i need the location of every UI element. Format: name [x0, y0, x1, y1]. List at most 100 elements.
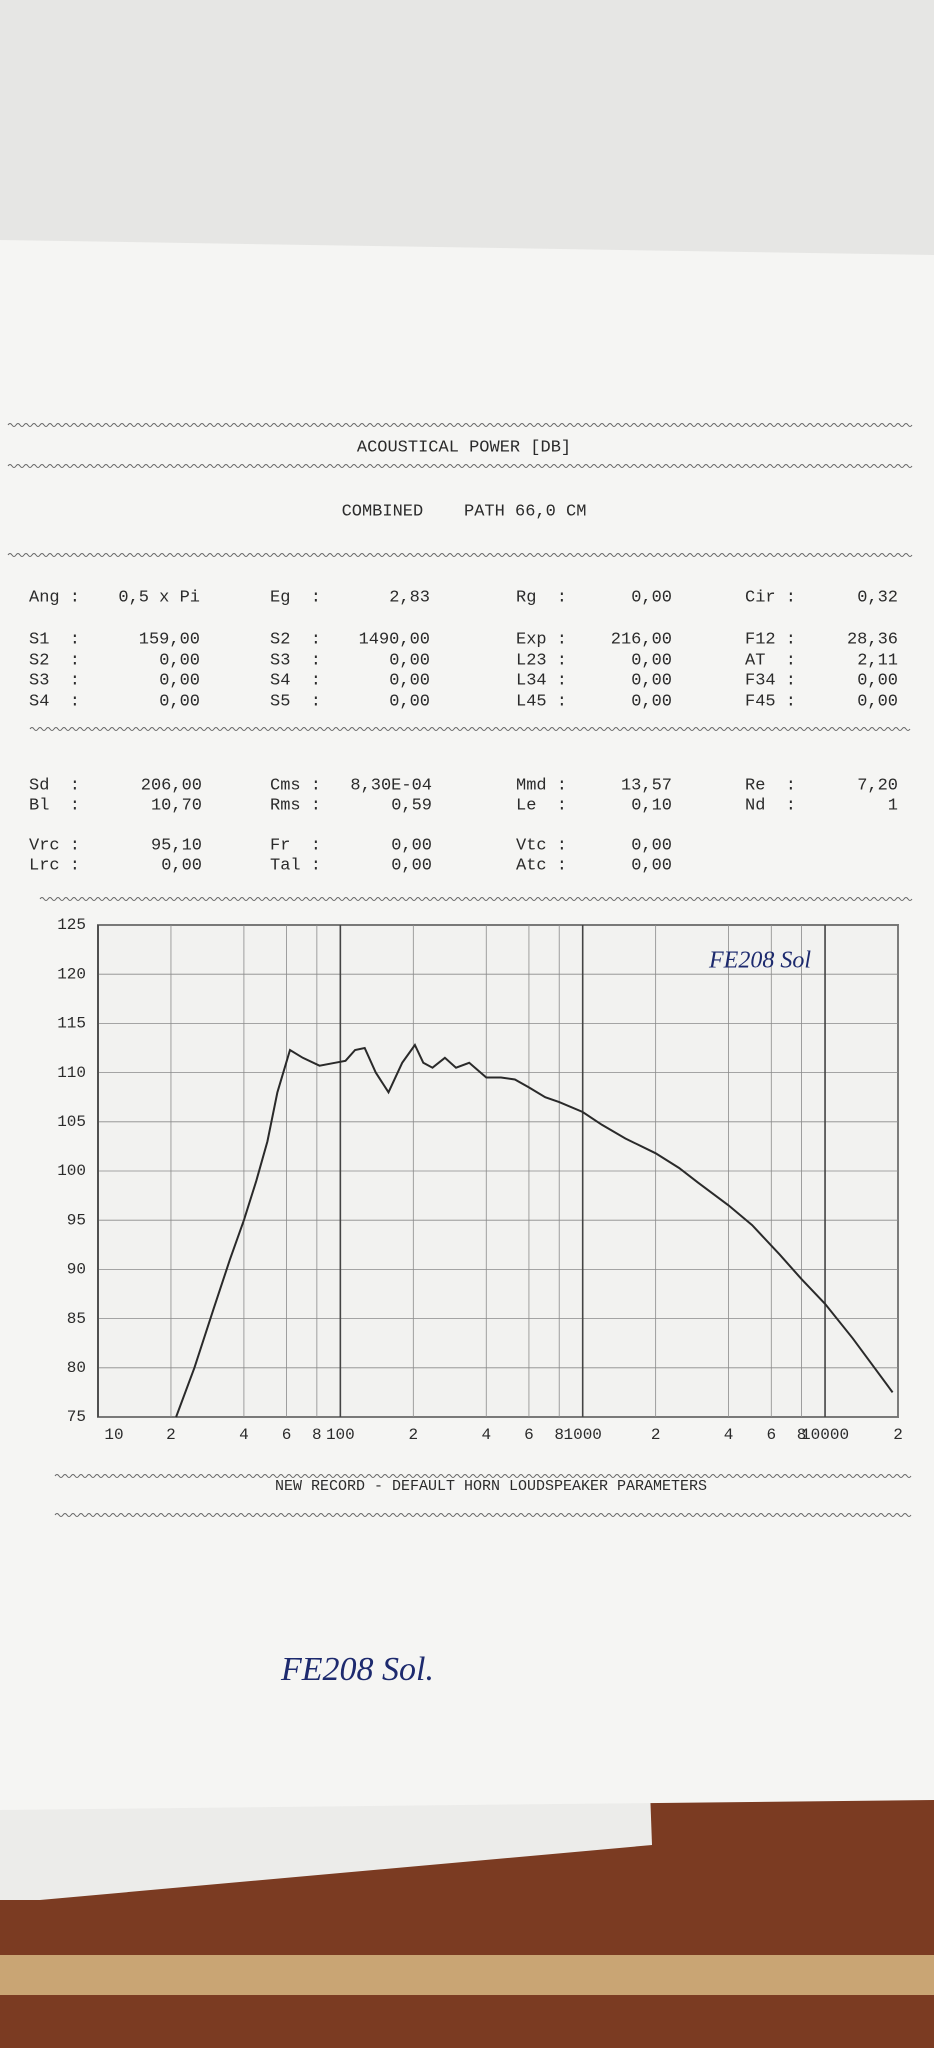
param-label: S3 :	[29, 671, 80, 690]
param-value: 0,00	[391, 856, 432, 875]
param-value: 0,00	[389, 692, 430, 711]
param-value: 0,00	[631, 671, 672, 690]
param-label: Atc :	[516, 856, 567, 875]
x-tick-label: 4	[481, 1426, 491, 1444]
param-value: 13,57	[621, 776, 672, 795]
footer-note: NEW RECORD - DEFAULT HORN LOUDSPEAKER PA…	[275, 1478, 707, 1495]
x-tick-label: 6	[766, 1426, 776, 1444]
y-tick-label: 115	[57, 1015, 86, 1033]
param-value: 0,10	[631, 796, 672, 815]
separator	[7, 464, 913, 468]
y-tick-label: 85	[67, 1310, 86, 1328]
param-value: 0,00	[159, 692, 200, 711]
param-label: S1 :	[29, 630, 80, 649]
param-value: 0,00	[857, 692, 898, 711]
y-tick-label: 105	[57, 1113, 86, 1131]
x-tick-label: 8	[312, 1426, 322, 1444]
separator	[54, 1474, 912, 1478]
separator	[29, 727, 911, 731]
param-label: Eg :	[270, 588, 321, 607]
param-label: Tal :	[270, 856, 321, 875]
background	[0, 0, 934, 260]
param-label: L34 :	[516, 671, 567, 690]
param-value: 0,5 x Pi	[118, 588, 200, 607]
param-value: 0,00	[159, 671, 200, 690]
param-value: 216,00	[611, 630, 672, 649]
param-value: 0,00	[159, 651, 200, 670]
param-label: S5 :	[270, 692, 321, 711]
param-value: 0,00	[389, 671, 430, 690]
x-tick-label: 2	[893, 1426, 903, 1444]
param-label: Rg :	[516, 588, 567, 607]
param-value: 1	[888, 796, 898, 815]
param-value: 2,83	[389, 588, 430, 607]
param-label: L45 :	[516, 692, 567, 711]
param-value: 0,00	[389, 651, 430, 670]
param-value: 28,36	[847, 630, 898, 649]
param-value: 0,00	[631, 692, 672, 711]
param-label: Vrc :	[29, 836, 80, 855]
param-value: 0,32	[857, 588, 898, 607]
param-label: Re :	[745, 776, 796, 795]
x-tick-label: 4	[724, 1426, 734, 1444]
param-label: Mmd :	[516, 776, 567, 795]
param-label: Sd :	[29, 776, 80, 795]
separator	[54, 1513, 912, 1517]
param-label: Bl :	[29, 796, 80, 815]
x-tick-label: 4	[239, 1426, 249, 1444]
param-value: 0,00	[161, 856, 202, 875]
x-tick-label: 6	[282, 1426, 292, 1444]
separator	[7, 553, 913, 557]
param-label: S4 :	[270, 671, 321, 690]
x-tick-label: 2	[166, 1426, 176, 1444]
param-label: Lrc :	[29, 856, 80, 875]
subtitle: COMBINED PATH 66,0 CM	[342, 502, 587, 521]
param-value: 0,00	[631, 651, 672, 670]
y-tick-label: 75	[67, 1408, 86, 1426]
x-tick-label: 6	[524, 1426, 534, 1444]
y-tick-label: 110	[57, 1064, 86, 1082]
x-tick-label: 2	[651, 1426, 661, 1444]
param-value: 1490,00	[359, 630, 430, 649]
title: ACOUSTICAL POWER [DB]	[357, 438, 571, 457]
param-value: 8,30E-04	[350, 776, 432, 795]
param-value: 0,00	[631, 856, 672, 875]
x-tick-label: 100	[326, 1426, 355, 1444]
y-tick-label: 125	[57, 916, 86, 934]
param-value: 206,00	[141, 776, 202, 795]
param-value: 95,10	[151, 836, 202, 855]
param-label: F12 :	[745, 630, 796, 649]
param-label: Nd :	[745, 796, 796, 815]
y-tick-label: 100	[57, 1162, 86, 1180]
param-label: Exp :	[516, 630, 567, 649]
response-curve	[175, 1043, 894, 1418]
param-value: 10,70	[151, 796, 202, 815]
param-label: L23 :	[516, 651, 567, 670]
param-label: Fr :	[270, 836, 321, 855]
y-tick-label: 80	[67, 1359, 86, 1377]
param-label: F45 :	[745, 692, 796, 711]
separator	[39, 897, 913, 901]
x-tick-label: 2	[408, 1426, 418, 1444]
param-value: 7,20	[857, 776, 898, 795]
param-label: Vtc :	[516, 836, 567, 855]
chart-annotation: FE208 Sol	[708, 948, 811, 974]
x-tick-label: 8	[797, 1426, 807, 1444]
y-tick-label: 120	[57, 965, 86, 983]
param-label: Le :	[516, 796, 567, 815]
param-label: F34 :	[745, 671, 796, 690]
param-label: S2 :	[29, 651, 80, 670]
y-tick-label: 90	[67, 1261, 86, 1279]
x-tick-label: 10	[104, 1426, 123, 1444]
param-label: Rms :	[270, 796, 321, 815]
table-edge	[0, 1955, 934, 1995]
under-sheet	[0, 1790, 652, 1900]
x-tick-label: 10000	[801, 1426, 849, 1444]
param-value: 0,00	[857, 671, 898, 690]
param-value: 0,59	[391, 796, 432, 815]
param-value: 0,00	[391, 836, 432, 855]
param-label: S3 :	[270, 651, 321, 670]
param-label: Cir :	[745, 588, 796, 607]
